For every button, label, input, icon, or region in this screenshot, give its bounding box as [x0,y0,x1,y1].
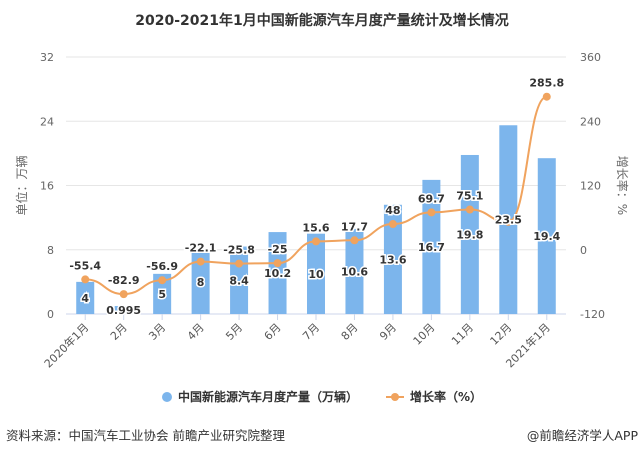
y2-axis-title: 增长率：% [615,156,630,215]
bar [76,281,95,314]
growth-label: 69.7 [418,192,445,205]
x-tick-label: 2月 [108,321,130,343]
y2-tick-label: 360 [580,51,601,64]
y-tick-label: 0 [47,308,54,321]
growth-label: -55.4 [69,259,101,272]
bar-label: 16.7 [418,241,445,254]
bar [268,232,287,314]
credit: @前瞻经济学人APP [526,428,638,443]
legend-label-production: 中国新能源汽车月度产量（万辆） [177,390,358,404]
y-axis-title: 单位：万辆 [14,155,29,215]
growth-label: 48 [385,204,400,217]
bar-label: 8.4 [229,274,249,287]
bar-label: 5 [158,288,166,301]
legend: 中国新能源汽车月度产量（万辆） 增长率（%） [0,388,644,405]
growth-label: 285.8 [529,77,564,90]
bar-label: 4 [81,292,89,305]
x-tick-label: 12月 [488,321,515,348]
x-tick-label: 11月 [449,321,476,348]
growth-label: 17.7 [341,220,368,233]
growth-point [158,276,167,285]
growth-point [273,259,282,268]
y2-tick-label: 240 [580,115,601,128]
growth-point [427,208,436,217]
growth-label: -25 [268,243,288,256]
y2-tick-label: 0 [580,244,587,257]
bar-label: 0.995 [106,304,141,317]
growth-point [350,236,359,245]
growth-point [388,220,397,229]
bar-label: 8 [197,276,205,289]
growth-label: 15.6 [302,221,329,234]
x-tick-label: 9月 [377,321,399,343]
y-tick-label: 16 [40,180,54,193]
y-tick-label: 8 [47,244,54,257]
x-tick-label: 10月 [411,321,438,348]
y2-tick-label: 120 [580,180,601,193]
bar [383,204,402,314]
growth-label: 75.1 [456,190,483,203]
growth-point [196,257,205,266]
legend-bar-marker [161,391,172,402]
bar-label: 10 [308,268,324,281]
bar [537,158,556,314]
legend-line-marker [385,392,404,401]
growth-point [312,237,320,246]
growth-point [504,217,513,226]
x-tick-label: 2020年1月 [41,320,91,370]
x-tick-label: 6月 [262,321,284,343]
x-tick-label: 7月 [300,321,322,343]
growth-label: -22.1 [185,242,217,255]
y-tick-label: 32 [40,51,54,64]
growth-point [119,290,128,299]
bar-label: 23.5 [495,214,522,227]
source-note: 资料来源：中国汽车工业协会 前瞻产业研究院整理 [6,428,285,443]
bar [114,306,133,314]
x-tick-label: 3月 [146,321,168,343]
bar-label: 10.2 [264,267,291,280]
legend-item-production[interactable]: 中国新能源汽车月度产量（万辆） [161,388,358,405]
growth-label: -25.8 [223,244,255,257]
bar [307,233,325,314]
bar-label: 10.6 [341,265,368,278]
x-tick-label: 4月 [185,321,207,343]
bar [153,273,172,314]
x-tick-label: 8月 [339,321,361,343]
bar-label: 19.8 [456,228,483,241]
bar [460,154,479,314]
growth-point [81,275,90,284]
growth-label: -82.9 [108,274,140,287]
bar [345,228,364,314]
bar-label: 13.6 [379,253,406,266]
y2-tick-label: -120 [580,308,605,321]
legend-label-growth: 增长率（%） [409,390,483,404]
bar-label: 19.4 [533,230,560,243]
x-tick-label: 5月 [223,321,245,343]
growth-point [542,92,551,101]
chart-title: 2020-2021年1月中国新能源汽车月度产量统计及增长情况 [135,13,509,29]
growth-point [235,259,244,268]
y-tick-label: 24 [40,115,54,128]
legend-item-growth[interactable]: 增长率（%） [385,388,483,405]
growth-label: -56.9 [146,260,178,273]
growth-point [465,205,474,214]
bar [191,249,210,314]
